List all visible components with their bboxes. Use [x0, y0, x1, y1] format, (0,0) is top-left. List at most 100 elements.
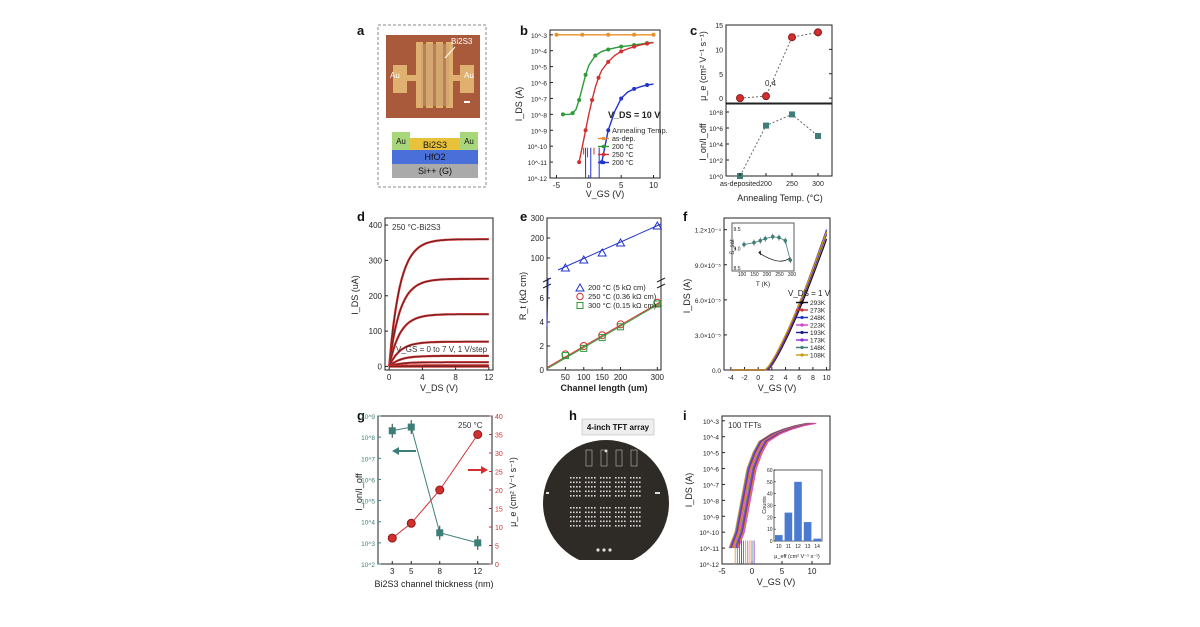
- panel-b-legend-marker: [601, 160, 606, 165]
- tft-device: [630, 490, 632, 493]
- panel-b-legend-label: as-dep.: [612, 136, 635, 143]
- panel-f-inset-xtick-label: 200: [763, 272, 772, 278]
- panel-d-ylabel: I_DS (uA): [350, 275, 360, 315]
- panel-e-xtick-label: 150: [595, 373, 609, 382]
- tft-device: [633, 495, 635, 497]
- panel-c-top-plot: 0 5 10 15: [715, 23, 832, 103]
- panel-e-fit-200-lower: [546, 277, 549, 327]
- tft-device: [594, 525, 596, 527]
- panel-b-ytick-label: 10^-11: [528, 160, 548, 167]
- tft-device: [639, 525, 641, 527]
- panel-f-inset-point: [783, 238, 788, 243]
- panel-c-bottom-ytick-label: 10^2: [709, 158, 723, 165]
- panel-i-transfer-curve: [737, 422, 817, 549]
- panel-f-ytick-label: 9.0×10⁻⁵: [695, 263, 721, 270]
- panel-f-xlabel: V_GS (V): [758, 383, 797, 393]
- tft-device: [615, 477, 617, 479]
- panel-c-bottom-plot: 10^0 10^2 10^4 10^6 10^8 as-deposited 200 250 30…: [709, 110, 824, 188]
- tft-device: [600, 481, 602, 484]
- panel-g-left-ytick-label: 10^8: [361, 435, 375, 442]
- panel-b-series-point-3: [619, 96, 624, 101]
- alignment-mark: [546, 492, 549, 494]
- panel-f: f -4 -2 0 2 4 6 8 10 0.0 3.0×10⁻⁵ 6.0×10⁻⁵ 9.0×10⁻⁵…: [682, 209, 831, 393]
- panel-f-ytick-label: 3.0×10⁻⁵: [695, 333, 721, 340]
- panel-b-series-point-0: [606, 32, 611, 37]
- panel-e-xtick-label: 300: [651, 373, 665, 382]
- panel-b-ytick-label: 10^-9: [531, 128, 547, 135]
- tft-device: [633, 481, 635, 484]
- tft-device: [570, 481, 572, 484]
- panel-f-legend-label: 293K: [810, 300, 826, 307]
- stack-au-left-label: Au: [396, 137, 406, 146]
- panel-b-series-point-2: [645, 41, 650, 46]
- tft-device: [618, 495, 620, 497]
- tft-device: [618, 486, 620, 488]
- panel-f-legend-label: 173K: [810, 338, 826, 345]
- tft-device: [636, 477, 638, 479]
- panel-b-plot: [554, 32, 656, 178]
- tft-device: [630, 477, 632, 479]
- stack-channel-label: Bi2S3: [423, 140, 447, 150]
- panel-f-xtick-label: -4: [728, 375, 734, 382]
- tft-device: [630, 495, 632, 497]
- tft-device: [576, 520, 578, 523]
- panel-d-frame: [384, 217, 494, 371]
- panel-g-left-ytick-label: 10^6: [361, 477, 375, 484]
- panel-c-xtick-label: 300: [812, 181, 824, 188]
- tft-device: [585, 507, 587, 509]
- tft-device: [591, 520, 593, 523]
- panel-i-inset-ytick-label: 50: [767, 480, 773, 486]
- tft-device: [630, 481, 632, 484]
- finger-1: [416, 42, 423, 108]
- panel-i-ytick-label: 10^-3: [703, 419, 719, 426]
- au-image-label-left: Au: [390, 71, 400, 80]
- panel-e-legend-label: 250 °C (0.36 kΩ cm): [588, 292, 657, 301]
- tft-device: [633, 520, 635, 523]
- tft-device: [573, 511, 575, 514]
- panel-b-yticks: 10^-3 10^-4 10^-5 10^-6 10^-7 10^-8 10^-9 10^-1…: [527, 33, 553, 183]
- panel-f-legend-marker: [800, 338, 804, 342]
- panel-g-left-ytick-label: 10^5: [361, 499, 375, 506]
- tft-device: [609, 525, 611, 527]
- panel-e-ytick-label: 4: [540, 318, 545, 327]
- panel-d-ytick-label: 400: [369, 221, 383, 230]
- panel-b-series-point-1: [593, 53, 598, 58]
- panel-c-xlabel: Annealing Temp. (°C): [737, 193, 822, 203]
- panel-b-series-point-1: [583, 72, 588, 77]
- panel-c-top-ytick-label: 15: [715, 23, 723, 30]
- panel-i: i -5 0 5 10 10^-3 10^-4 10^-5 10^-6 10^-7 10^-8 10…: [683, 408, 831, 587]
- panel-i-inset-xtick-label: 10: [776, 544, 782, 550]
- tft-device: [609, 516, 611, 518]
- panel-e-plot: 100 200 300 0 2 4 6 50 100 150 200 300 200 °C (5 kΩ …: [531, 214, 666, 382]
- panel-d-xtick-label: 4: [420, 373, 425, 382]
- tft-device: [603, 507, 605, 509]
- panel-f-inset-arrow: [759, 252, 790, 262]
- tft-device: [603, 520, 605, 523]
- tft-device: [570, 490, 572, 493]
- panel-f-inset-frame: [731, 222, 795, 272]
- tft-device: [591, 486, 593, 488]
- tft-device: [609, 490, 611, 493]
- tft-device: [591, 481, 593, 484]
- panel-i-inset-ytick-label: 30: [767, 504, 773, 510]
- tft-device: [609, 520, 611, 523]
- panel-f-inset-point: [770, 234, 775, 239]
- tft-device: [606, 516, 608, 518]
- tft-device: [633, 525, 635, 527]
- tft-device: [588, 486, 590, 488]
- tft-device: [603, 481, 605, 484]
- tft-device: [633, 477, 635, 479]
- tft-device: [585, 486, 587, 488]
- panel-g-left-ytick-label: 10^4: [361, 520, 375, 527]
- panel-f-legend-marker: [800, 323, 804, 327]
- panel-e-ytick-label: 2: [540, 342, 545, 351]
- tft-device: [603, 477, 605, 479]
- panel-i-inset-bar: [803, 522, 812, 541]
- panel-f-ytick-label: 1.2×10⁻⁴: [695, 228, 721, 235]
- panel-c-bottom-ytick-label: 10^8: [709, 110, 723, 117]
- panel-g-right-ytick-label: 30: [495, 451, 503, 458]
- tft-device: [636, 525, 638, 527]
- panel-e-point-200: [560, 262, 571, 272]
- panel-i-inset-ytick-label: 40: [767, 492, 773, 498]
